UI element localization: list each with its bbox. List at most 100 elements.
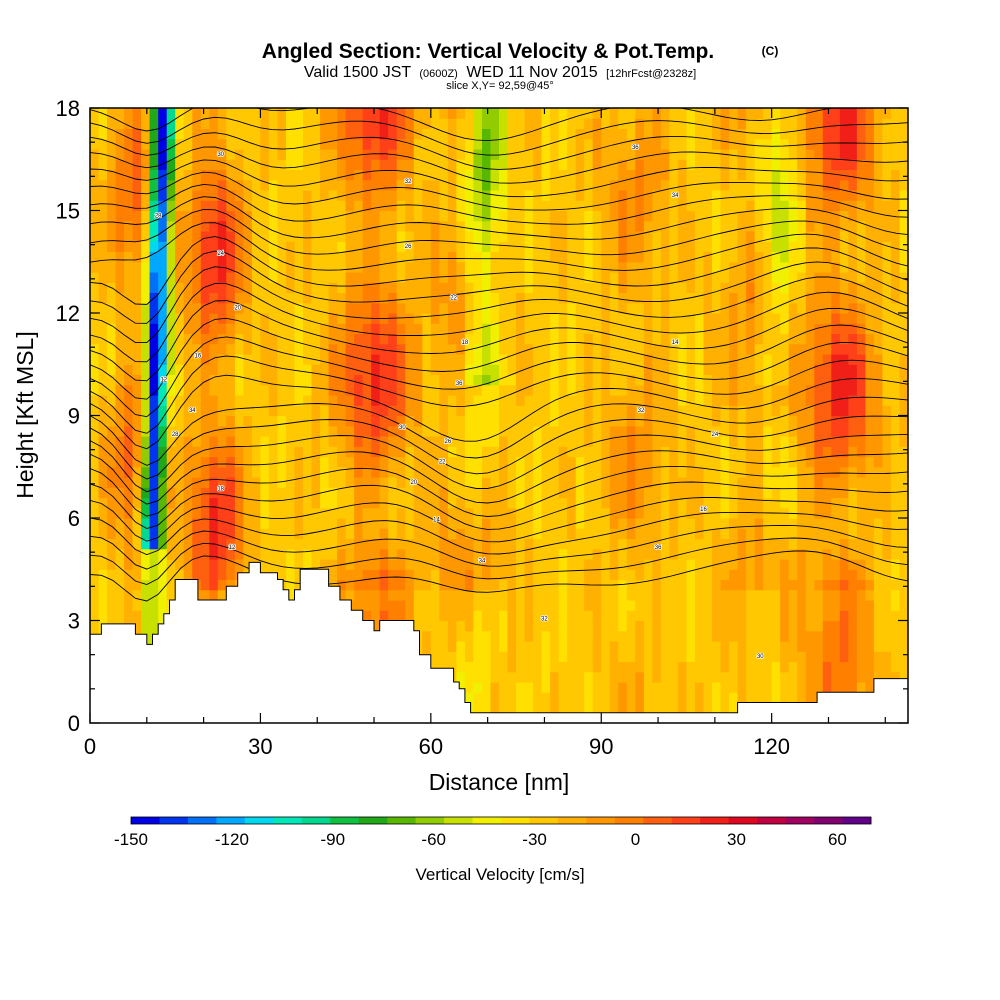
velocity-cell [601,200,611,212]
velocity-cell [660,477,670,488]
velocity-cell [592,251,602,263]
velocity-cell [311,497,321,509]
velocity-cell [686,200,696,212]
velocity-cell [311,518,321,529]
velocity-cell [413,343,423,355]
velocity-cell [260,364,270,375]
velocity-cell [507,477,517,488]
velocity-cell [337,292,347,304]
velocity-cell [780,456,790,468]
velocity-cell [320,374,330,386]
velocity-cell [277,466,287,478]
velocity-cell [754,169,764,181]
velocity-cell [482,600,492,611]
velocity-cell [439,231,449,242]
velocity-cell [90,384,100,396]
velocity-cell [166,179,176,191]
velocity-cell [482,251,492,263]
velocity-cell [720,210,730,222]
velocity-cell [558,251,568,263]
velocity-cell [780,241,790,252]
velocity-cell [737,159,747,170]
velocity-cell [234,118,244,129]
velocity-cell [439,313,449,324]
velocity-cell [200,507,210,519]
velocity-cell [703,405,713,417]
velocity-cell [251,128,261,140]
velocity-cell [294,282,304,293]
velocity-cell [388,220,398,232]
velocity-cell [618,354,628,365]
velocity-cell [754,118,764,129]
velocity-cell [286,200,296,212]
velocity-cell [447,538,457,550]
velocity-cell [141,241,151,252]
velocity-cell [388,292,398,304]
velocity-cell [763,415,773,427]
velocity-cell [618,692,628,704]
velocity-cell [268,292,278,304]
velocity-cell [516,354,526,365]
velocity-cell [132,149,142,160]
velocity-cell [618,487,628,499]
velocity-cell [286,446,296,458]
velocity-cell [268,425,278,437]
velocity-cell [584,589,594,601]
velocity-cell [362,364,372,375]
velocity-cell [550,456,560,468]
velocity-cell [686,518,696,529]
velocity-cell [592,241,602,252]
velocity-cell [175,548,185,560]
velocity-cell [337,579,347,591]
velocity-cell [166,261,176,273]
velocity-cell [499,671,509,683]
velocity-cell [797,651,807,663]
velocity-cell [251,425,261,437]
velocity-cell [90,507,100,519]
velocity-cell [124,354,134,365]
velocity-cell [226,559,236,570]
velocity-cell [516,374,526,386]
velocity-cell [592,497,602,509]
velocity-cell [541,313,551,324]
velocity-cell [618,364,628,375]
velocity-cell [533,282,543,293]
velocity-cell [277,343,287,355]
velocity-cell [226,548,236,560]
velocity-cell [652,559,662,570]
velocity-cell [149,220,159,232]
velocity-cell [456,138,466,150]
velocity-cell [763,661,773,673]
velocity-cell [320,108,330,119]
velocity-cell [703,333,713,345]
velocity-cell [609,436,619,447]
velocity-cell [797,671,807,683]
velocity-cell [482,559,492,570]
velocity-cell [712,528,722,540]
velocity-cell [507,436,517,447]
velocity-cell [567,610,577,622]
velocity-cell [422,446,432,458]
velocity-cell [260,559,270,570]
velocity-cell [482,425,492,437]
velocity-cell [447,272,457,283]
velocity-cell [447,231,457,242]
velocity-cell [413,425,423,437]
velocity-cell [132,446,142,458]
velocity-cell [209,528,219,540]
velocity-cell [362,589,372,601]
velocity-cell [362,354,372,365]
velocity-cell [482,466,492,478]
velocity-cell [320,190,330,201]
velocity-cell [652,528,662,540]
velocity-cell [660,415,670,427]
velocity-cell [268,538,278,550]
velocity-cell [311,200,321,212]
velocity-cell [183,118,193,129]
velocity-cell [567,128,577,140]
velocity-cell [558,702,568,714]
velocity-cell [362,456,372,468]
velocity-cell [371,200,381,212]
velocity-cell [550,497,560,509]
velocity-cell [695,251,705,263]
